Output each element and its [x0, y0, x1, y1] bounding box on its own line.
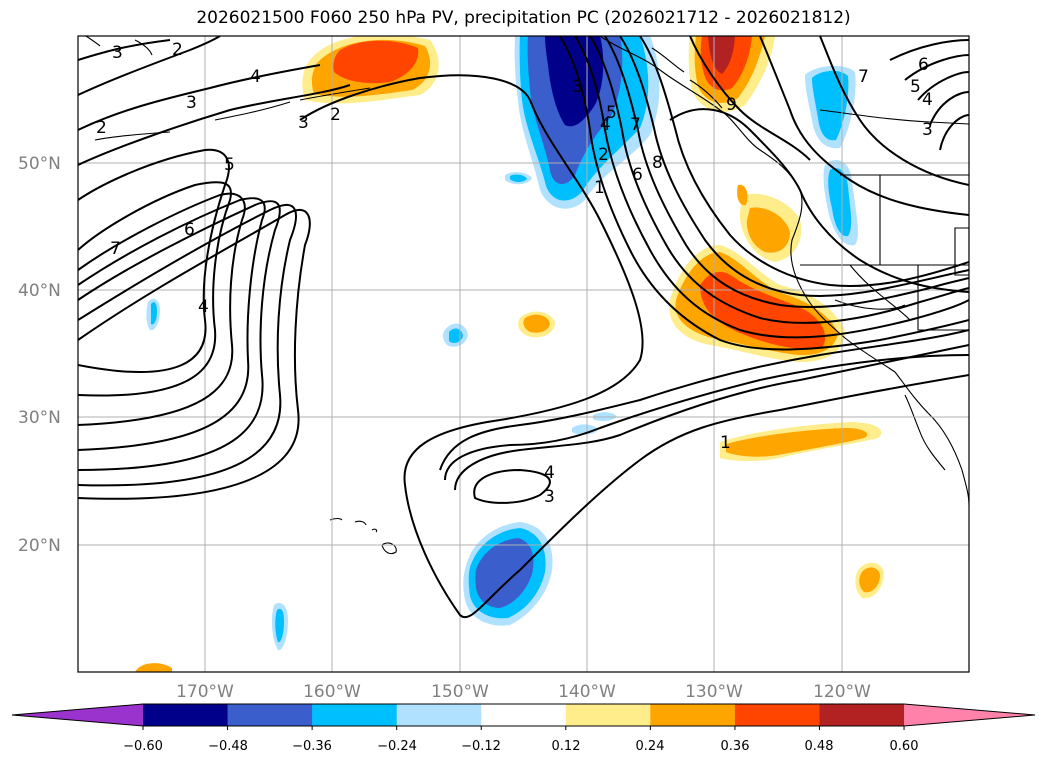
contour-label: 3	[544, 487, 555, 507]
contour-label: 2	[598, 145, 609, 165]
contour-label: 9	[726, 95, 737, 115]
contour-label: 6	[184, 220, 195, 240]
colorbar-segment	[227, 704, 313, 726]
coastlines	[85, 36, 969, 555]
contour-label: 3	[922, 120, 933, 140]
contour-label: 1	[594, 178, 605, 198]
lon-label: 120°W	[813, 682, 871, 702]
map-frame	[77, 35, 970, 673]
contour-label: 3	[298, 113, 309, 133]
contour-label: 8	[652, 153, 663, 173]
contour-label: 5	[224, 155, 235, 175]
contour-label: 2	[172, 40, 183, 60]
contour-label: 4	[600, 115, 611, 135]
colorbar-tick-label: 0.12	[552, 739, 581, 754]
colorbar-segment	[565, 704, 651, 726]
lat-label: 40°N	[18, 281, 61, 301]
colorbar-segment	[396, 704, 482, 726]
colorbar-tick-label: −0.48	[208, 739, 248, 754]
colorbar-segment	[481, 704, 567, 726]
precip-shading-positive	[135, 36, 884, 672]
contour-label: 4	[250, 67, 261, 87]
colorbar-segment	[143, 704, 229, 726]
latitude-labels: 50°N 40°N 30°N 20°N	[18, 154, 61, 556]
colorbar-segment	[734, 704, 820, 726]
contour-label: 3	[186, 93, 197, 113]
colorbar-tick-label: 0.60	[890, 739, 919, 754]
contour-label: 2	[96, 118, 107, 138]
colorbar-tick-labels: −0.60 −0.48 −0.36 −0.24 −0.12 0.12 0.24 …	[123, 739, 918, 754]
colorbar-segment	[819, 704, 905, 726]
colorbar-tick-label: −0.24	[377, 739, 417, 754]
contour-label: 4	[922, 90, 933, 110]
longitude-labels: 170°W 160°W 150°W 140°W 130°W 120°W	[176, 682, 871, 702]
colorbar-segment	[312, 704, 398, 726]
colorbar-tick-label: −0.36	[292, 739, 332, 754]
lat-label: 20°N	[18, 536, 61, 556]
lon-label: 140°W	[558, 682, 616, 702]
contour-label: 5	[606, 103, 617, 123]
map-title: 2026021500 F060 250 hPa PV, precipitatio…	[196, 8, 851, 28]
colorbar-tick-label: −0.60	[123, 739, 163, 754]
contour-label: 6	[918, 55, 929, 75]
colorbar-tick-label: 0.48	[805, 739, 834, 754]
contour-label: 6	[632, 165, 643, 185]
lat-label: 30°N	[18, 408, 61, 428]
contour-label: 3	[112, 43, 123, 63]
colorbar-extend-max	[904, 704, 1035, 726]
colorbar	[11, 703, 1036, 730]
contour-label: 5	[910, 77, 921, 97]
lon-label: 150°W	[431, 682, 489, 702]
contour-label: 2	[330, 105, 341, 125]
contour-labels: 3 2 4 3 2 5 6 7 4 3 2 3 4 5 6 7 8 9 1 2 …	[96, 40, 933, 507]
colorbar-segment	[650, 704, 736, 726]
contour-label: 7	[630, 115, 641, 135]
contour-label: 7	[858, 67, 869, 87]
contour-label: 1	[720, 433, 731, 453]
colorbar-tick-label: 0.36	[721, 739, 750, 754]
pv-contours	[78, 36, 969, 619]
lon-label: 160°W	[303, 682, 361, 702]
graticule	[78, 36, 969, 672]
contour-label: 7	[110, 239, 121, 259]
contour-label: 4	[544, 463, 555, 483]
colorbar-tick-label: 0.24	[636, 739, 665, 754]
lon-label: 170°W	[176, 682, 234, 702]
contour-label: 4	[198, 297, 209, 317]
lon-label: 130°W	[685, 682, 743, 702]
colorbar-extend-min	[12, 704, 143, 726]
contour-label: 3	[572, 77, 583, 97]
lat-label: 50°N	[18, 154, 61, 174]
colorbar-tick-label: −0.12	[461, 739, 501, 754]
